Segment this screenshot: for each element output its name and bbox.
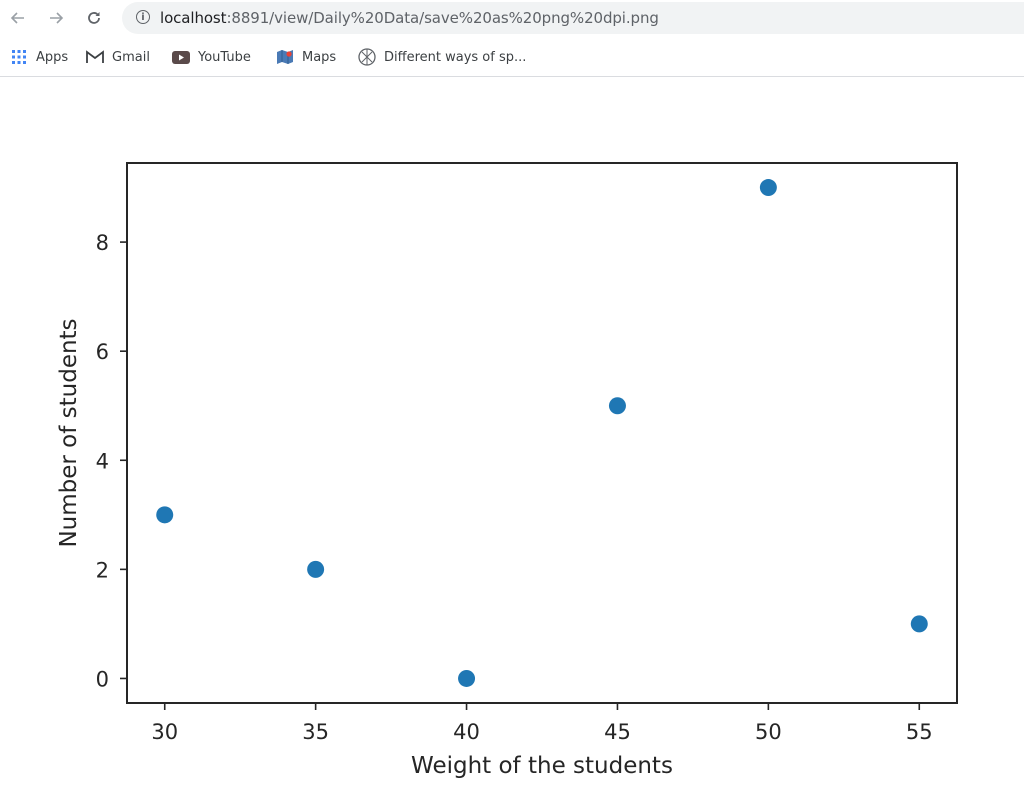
x-tick-label: 40 [453,720,480,744]
url-text[interactable]: localhost:8891/view/Daily%20Data/save%20… [160,9,659,27]
y-tick-label: 4 [96,449,109,473]
data-points [156,179,928,687]
data-point [458,669,476,687]
gmail-icon [86,48,104,66]
x-tick-label: 35 [302,720,329,744]
bookmark-label: Maps [302,49,337,65]
back-arrow-icon[interactable] [4,4,32,32]
bookmarks-bar: Apps Gmail YouTube Maps Different ways o… [0,40,1024,77]
plot-area [126,162,958,704]
data-point [307,560,325,578]
browser-toolbar: i localhost:8891/view/Daily%20Data/save%… [0,0,1024,38]
x-tick-label: 50 [755,720,782,744]
y-axis-label: Number of students [56,318,82,547]
image-viewer: 30 35 40 45 50 55 0 2 4 6 8 Weight of the student… [0,77,1024,806]
data-point [608,397,626,415]
x-axis: 30 35 40 45 50 55 [151,703,933,744]
reload-icon[interactable] [80,4,108,32]
bookmark-youtube[interactable]: YouTube [172,47,251,67]
bookmark-label: Gmail [112,49,150,65]
address-bar[interactable]: i localhost:8891/view/Daily%20Data/save%… [122,2,1024,34]
data-point [910,615,928,633]
y-tick-label: 6 [96,340,109,364]
url-host: localhost [160,9,227,27]
apps-grid-icon [10,48,28,66]
x-axis-label: Weight of the students [411,753,673,779]
data-point [759,179,777,197]
bookmark-label: Different ways of sp... [384,49,527,65]
bookmark-apps[interactable]: Apps [10,47,68,67]
data-point [156,506,174,524]
bookmark-maps[interactable]: Maps [276,47,336,67]
url-path: :8891/view/Daily%20Data/save%20as%20png%… [226,9,659,27]
y-axis: 0 2 4 6 8 [96,231,127,691]
bookmark-different-ways[interactable]: Different ways of sp... [358,47,526,67]
x-tick-label: 30 [151,720,178,744]
x-tick-label: 55 [906,720,933,744]
youtube-icon [172,48,190,66]
y-tick-label: 2 [96,558,109,582]
bookmark-label: YouTube [198,49,251,65]
bookmark-gmail[interactable]: Gmail [86,47,150,67]
y-tick-label: 0 [96,667,109,691]
x-tick-label: 45 [604,720,631,744]
info-icon[interactable]: i [136,10,150,24]
y-tick-label: 8 [96,231,109,255]
site-favicon-icon [358,48,376,66]
forward-arrow-icon[interactable] [42,4,70,32]
bookmark-label: Apps [36,49,69,65]
maps-icon [276,48,294,66]
scatter-chart: 30 35 40 45 50 55 0 2 4 6 8 Weight of the student… [56,162,958,779]
